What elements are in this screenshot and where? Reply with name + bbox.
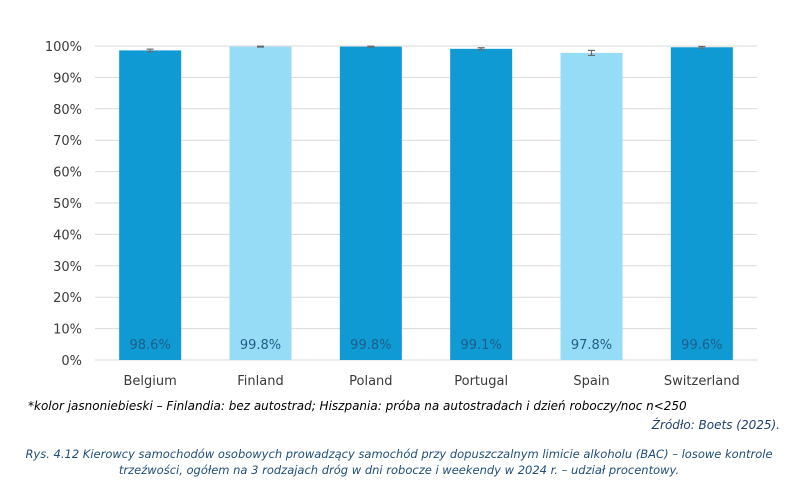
data-labels: 98.6% 99.8% 99.8% 99.1% 97.8% 99.6% [130, 338, 723, 353]
error-bar-finland [257, 45, 264, 48]
y-tick-label: 60% [53, 166, 82, 181]
y-tick-label: 70% [53, 134, 82, 149]
error-bar-switzerland [698, 45, 706, 49]
y-tick-label: 10% [53, 323, 82, 338]
y-axis-tick-labels: 0% 10% 20% 30% 40% 50% 60% 70% 80% 90% 100% [45, 40, 82, 369]
data-label-portugal: 99.1% [461, 338, 502, 353]
bar-portugal [450, 48, 513, 361]
data-label-poland: 99.8% [350, 338, 391, 353]
category-label-poland: Poland [349, 374, 392, 389]
data-label-belgium: 98.6% [130, 338, 171, 353]
category-label-spain: Spain [573, 374, 609, 389]
error-bar-poland [367, 45, 375, 48]
data-label-spain: 97.8% [571, 338, 612, 353]
y-tick-label: 100% [45, 40, 82, 55]
category-label-switzerland: Switzerland [664, 374, 740, 389]
y-tick-label: 0% [61, 354, 82, 369]
footnote: *kolor jasnoniebieski – Finlandia: bez a… [28, 399, 687, 413]
bar-chart: 0%10%20%30%40%50%60%70%80%90%100% 98.6% 9… [45, 40, 757, 389]
x-axis-category-labels: Belgium Finland Poland Portugal Spain Switzer… [124, 374, 740, 389]
bar-finland [229, 46, 292, 361]
grid-lines [95, 45, 757, 361]
category-label-belgium: Belgium [124, 374, 177, 389]
error-bars [146, 45, 706, 57]
category-label-portugal: Portugal [454, 374, 508, 389]
bar-spain [560, 52, 623, 361]
bar-switzerland [670, 47, 733, 360]
error-bar-spain [588, 49, 595, 57]
data-label-finland: 99.8% [240, 338, 281, 353]
bar-poland [339, 46, 402, 361]
error-bar-belgium [146, 48, 154, 53]
bars [119, 46, 733, 361]
y-tick-label: 80% [53, 103, 82, 118]
data-label-switzerland: 99.6% [681, 338, 722, 353]
figure-caption: Rys. 4.12 Kierowcy samochodów osobowych … [25, 447, 773, 477]
y-tick-label: 90% [53, 71, 82, 86]
y-tick-label: 30% [53, 260, 82, 275]
y-tick-label: 20% [53, 291, 82, 306]
source-note: Źródło: Boets (2025). [651, 418, 780, 432]
category-label-finland: Finland [237, 374, 283, 389]
error-bar-portugal [477, 47, 485, 51]
y-tick-label: 50% [53, 197, 82, 212]
y-tick-label: 40% [53, 228, 82, 243]
bar-belgium [119, 50, 182, 361]
